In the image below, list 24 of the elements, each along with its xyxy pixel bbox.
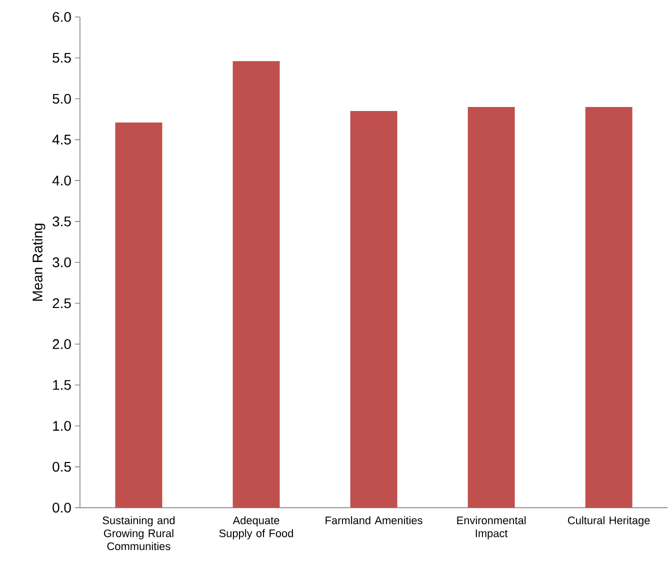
y-tick-label: 2.0 [52,339,71,350]
x-tick-label: Adequate Supply of Food [219,516,293,540]
y-tick-label: 1.5 [53,380,71,390]
x-tick-label: Sustaining and Growing Rural Communities [102,516,175,550]
y-tick-label: 2.5 [52,298,71,308]
y-tick-label: 0.0 [52,502,71,513]
y-tick-label: 1.0 [53,421,71,432]
bar [232,61,280,508]
y-tick-label: 5.5 [52,53,71,63]
bar [115,122,162,508]
x-tick-label: Farmland Amenities [326,516,422,524]
bar [350,111,398,508]
y-tick-label: 0.5 [52,462,71,472]
y-tick-label: 4.5 [52,134,71,145]
bar [468,107,515,508]
y-tick-label: 6.0 [52,12,71,22]
y-tick-label: 4.0 [52,176,71,186]
x-tick-label: Environmental Impact [457,516,526,540]
y-tick-label: 3.0 [52,258,71,268]
x-tick-label: Cultural Heritage [568,516,650,527]
y-axis-title: Mean Rating [32,224,46,301]
y-tick-label: 3.5 [52,216,71,227]
y-tick-label: 5.0 [52,94,71,104]
bar [585,107,632,508]
